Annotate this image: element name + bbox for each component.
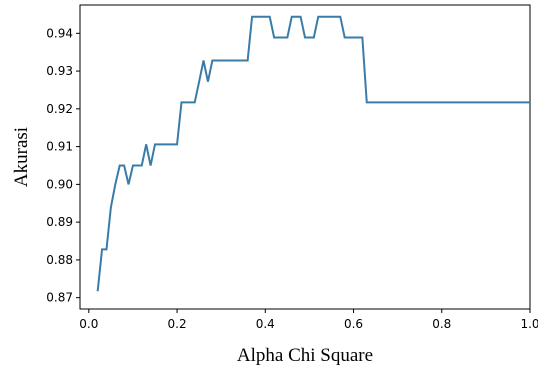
y-tick-label: 0.88 xyxy=(46,253,73,267)
x-tick-label: 0.6 xyxy=(344,317,363,331)
y-tick-label: 0.94 xyxy=(46,26,73,40)
x-tick-label: 0.0 xyxy=(79,317,98,331)
y-tick-label: 0.93 xyxy=(46,64,73,78)
x-axis: 0.0 0.2 0.4 0.6 0.8 1.0 xyxy=(79,309,538,331)
x-axis-title: Alpha Chi Square xyxy=(237,345,373,366)
y-tick-label: 0.89 xyxy=(46,215,73,229)
y-tick-label: 0.87 xyxy=(46,291,73,305)
x-tick-label: 0.2 xyxy=(168,317,187,331)
x-tick-label: 1.0 xyxy=(520,317,538,331)
y-tick-label: 0.90 xyxy=(46,177,73,191)
y-tick-label: 0.91 xyxy=(46,140,73,154)
y-axis-title: Akurasi xyxy=(11,127,32,187)
x-tick-label: 0.8 xyxy=(432,317,451,331)
plot-area xyxy=(79,4,531,310)
x-tick-label: 0.4 xyxy=(256,317,275,331)
accuracy-line xyxy=(96,15,530,292)
y-tick-label: 0.92 xyxy=(46,102,73,116)
y-axis: 0.87 0.88 0.89 0.90 0.91 0.92 0.93 0.94 xyxy=(46,26,80,305)
